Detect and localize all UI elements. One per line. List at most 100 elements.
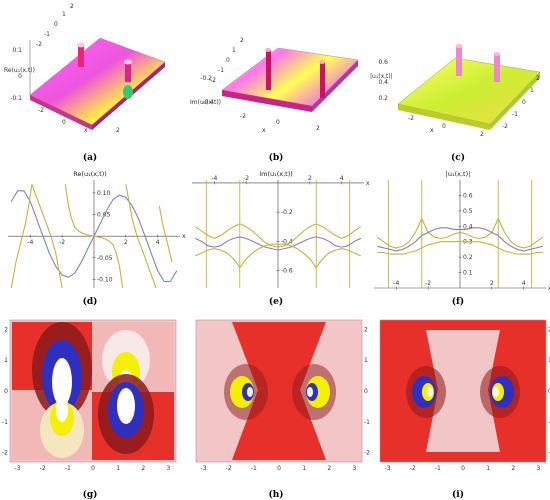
title-e: Im(u₁(x,t)): [259, 170, 293, 178]
peak-b-1-top: [265, 48, 271, 52]
xtick-e-0: -4: [211, 175, 217, 182]
peak-c-2-top: [493, 52, 501, 56]
xtick-i-3: 0: [461, 465, 465, 472]
ztick-b-0: -0.2: [200, 75, 212, 82]
ztick-c-1: 0.4: [378, 79, 388, 86]
ttick-a-4: -2: [36, 41, 42, 48]
xtick-c-0: -2: [408, 115, 414, 122]
xtick-b-2: 2: [316, 125, 320, 132]
xtick-c-2: 2: [480, 131, 484, 138]
ytick-d-2: -0.05: [97, 255, 113, 262]
ttick-b-3: -1: [218, 67, 224, 74]
contour-tick-layer: -3 -2 -1 0 1 2 3 2 1 0 -1 -2 -3 -2 -1 0 1 2 3 2 1 0 -1 -2 -3 -2 -1…: [2, 326, 550, 472]
zlabel-a: Re(u₁(x,t)): [4, 67, 35, 74]
panel-c-surface: |u₁(x,t)| 0.6 0.4 0.2 2 1 0 -1 -2 -2 0 2…: [370, 44, 541, 138]
ttick-b-2: 0: [226, 57, 230, 64]
xlabel-e: x: [366, 180, 370, 187]
xtick-i-6: 3: [537, 465, 541, 472]
peak-b-1: [266, 50, 271, 90]
panel-d-line-chart: -4 -2 2 40.100.05-0.05-0.10x: [8, 180, 186, 288]
xlabel-d: x: [182, 233, 186, 240]
ytick-i-1: 1: [548, 357, 550, 364]
ttick-a-2: 0: [54, 21, 58, 28]
ytick-h-2: 0: [364, 388, 368, 395]
xtick-g-1: -2: [40, 465, 46, 472]
xtick-f-0: -4: [393, 280, 399, 287]
panel-i-contour: [379, 319, 547, 463]
caption-c: (c): [451, 152, 465, 163]
ytick-e-1: -0.4: [281, 238, 293, 245]
series-f-gold_lower: [377, 241, 543, 255]
xtick-h-3: 0: [277, 465, 281, 472]
ytick-h-3: -1: [364, 419, 370, 426]
contour-g-lobe-1-inner: [52, 358, 72, 406]
series-e-gold_upper: [194, 223, 362, 248]
xlabel-b: x: [262, 127, 266, 134]
ytick-g-1: 1: [4, 357, 8, 364]
ttick-c-0: 2: [536, 75, 540, 82]
surface-a-front: [30, 95, 92, 130]
panel-e-line-chart: -4 -2 2 4 -0.2 -0.4 -0.6 x: [192, 175, 370, 288]
contour-h-region-center: [232, 322, 326, 460]
xtick-a-0: -2: [38, 107, 44, 114]
xtick-f-2: 2: [490, 280, 494, 287]
xtick-i-4: 1: [486, 465, 490, 472]
xtick-d-2: 2: [124, 239, 128, 246]
ytick-e-2: -0.6: [281, 267, 293, 274]
ytick-g-2: 0: [4, 388, 8, 395]
xtick-e-2: 2: [308, 175, 312, 182]
zlabel-c: |u₁(x,t)|: [370, 73, 393, 80]
caption-a: (a): [83, 152, 97, 163]
peak-b-2: [320, 62, 325, 98]
xtick-a-1: 0: [62, 119, 66, 126]
contour-i-pole-1-core: [427, 387, 433, 397]
contour-g-lobe-4-inner: [117, 388, 135, 424]
caption-h: (h): [268, 489, 283, 500]
panel-h-contour: [195, 319, 363, 463]
valley-a: [123, 85, 133, 99]
ytick-i-3: -1: [548, 419, 550, 426]
ztick-b-1: -0.4: [202, 99, 214, 106]
contour-h-pole-1-core: [247, 387, 253, 397]
surface-b-side: [312, 60, 358, 112]
contour-i-region-center: [426, 330, 500, 452]
ttick-c-1: 1: [530, 87, 534, 94]
ytick-h-1: 1: [364, 357, 368, 364]
ttick-b-4: -2: [210, 77, 216, 84]
caption-b: (b): [269, 152, 284, 163]
peak-a-1: [78, 45, 84, 67]
xtick-g-5: 2: [141, 465, 145, 472]
ytick-i-4: -2: [548, 450, 550, 457]
ttick-a-0: 2: [70, 3, 74, 10]
ytick-f-1: 0.5: [463, 208, 473, 215]
xtick-h-0: -3: [201, 465, 207, 472]
series-f-gold_upper: [376, 217, 544, 249]
ttick-c-2: 0: [522, 99, 526, 106]
ytick-f-4: 0.2: [463, 254, 473, 261]
peak-a-1-top: [77, 42, 85, 48]
xlabel-c: x: [430, 127, 434, 134]
xtick-g-2: -1: [65, 465, 71, 472]
surface-b-front: [222, 90, 312, 112]
xtick-f-3: 4: [522, 280, 526, 287]
xtick-h-4: 1: [302, 465, 306, 472]
ytick-f-5: 0.1: [463, 270, 473, 277]
xtick-h-5: 2: [327, 465, 331, 472]
zlabel-b: Im(u₁(x,t)): [190, 99, 221, 106]
ztick-a-2: -0.1: [10, 95, 22, 102]
xlabel-f: x: [548, 285, 550, 292]
ttick-b-1: 1: [232, 47, 236, 54]
xtick-i-5: 2: [511, 465, 515, 472]
series-e-blue: [194, 236, 362, 251]
ytick-i-0: 2: [548, 326, 550, 333]
ztick-a-1: 0: [18, 73, 22, 80]
xtick-g-0: -3: [15, 465, 21, 472]
title-d: Re(u₁(x,t)): [73, 170, 107, 178]
caption-f: (f): [452, 296, 464, 307]
contour-g-lobe-2-inner: [56, 398, 68, 422]
ytick-f-2: 0.4: [463, 223, 473, 230]
ytick-f-0: 0.6: [463, 192, 473, 199]
xtick-g-4: 1: [116, 465, 120, 472]
ttick-a-3: -1: [44, 31, 50, 38]
peak-c-1-top: [455, 44, 463, 48]
